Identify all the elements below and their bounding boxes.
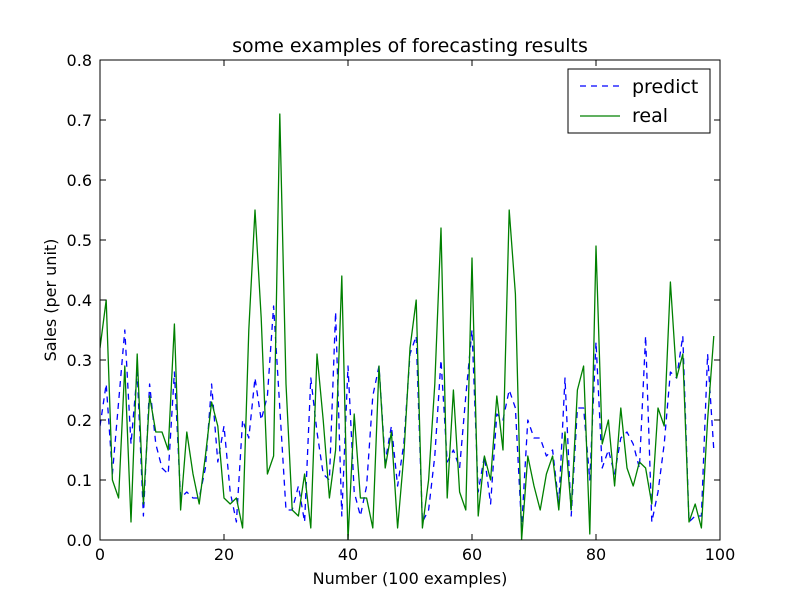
y-tick-label: 0.5	[67, 231, 92, 250]
y-tick-label: 0.4	[67, 291, 92, 310]
x-tick-label: 20	[214, 545, 234, 564]
y-tick-label: 0.1	[67, 471, 92, 490]
x-tick-label: 40	[338, 545, 358, 564]
series-layer	[100, 113, 715, 540]
y-tick-label: 0.7	[67, 111, 92, 130]
x-tick-label: 0	[95, 545, 105, 564]
y-tick-label: 0.8	[67, 51, 92, 70]
y-tick-label: 0.2	[67, 411, 92, 430]
x-tick-label: 60	[462, 545, 482, 564]
legend-label-predict: predict	[632, 76, 698, 98]
legend-box	[567, 68, 711, 134]
x-tick-label: 100	[705, 545, 736, 564]
x-axis-label: Number (100 examples)	[313, 569, 508, 588]
x-tick-label: 80	[586, 545, 606, 564]
series-line-real	[100, 113, 715, 540]
axis-ticks: 0 20 40 60 80 100 0.0 0.1 0.2 0.3 0.4 0.5 0.6 0.7 0.8	[67, 51, 736, 564]
legend-label-real: real	[632, 105, 668, 127]
chart-title: some examples of forecasting results	[232, 35, 588, 57]
y-axis-label: Sales (per unit)	[41, 239, 60, 362]
y-tick-label: 0.6	[67, 171, 92, 190]
y-tick-label: 0.0	[67, 531, 92, 550]
legend: predict real	[567, 68, 711, 134]
y-tick-label: 0.3	[67, 351, 92, 370]
